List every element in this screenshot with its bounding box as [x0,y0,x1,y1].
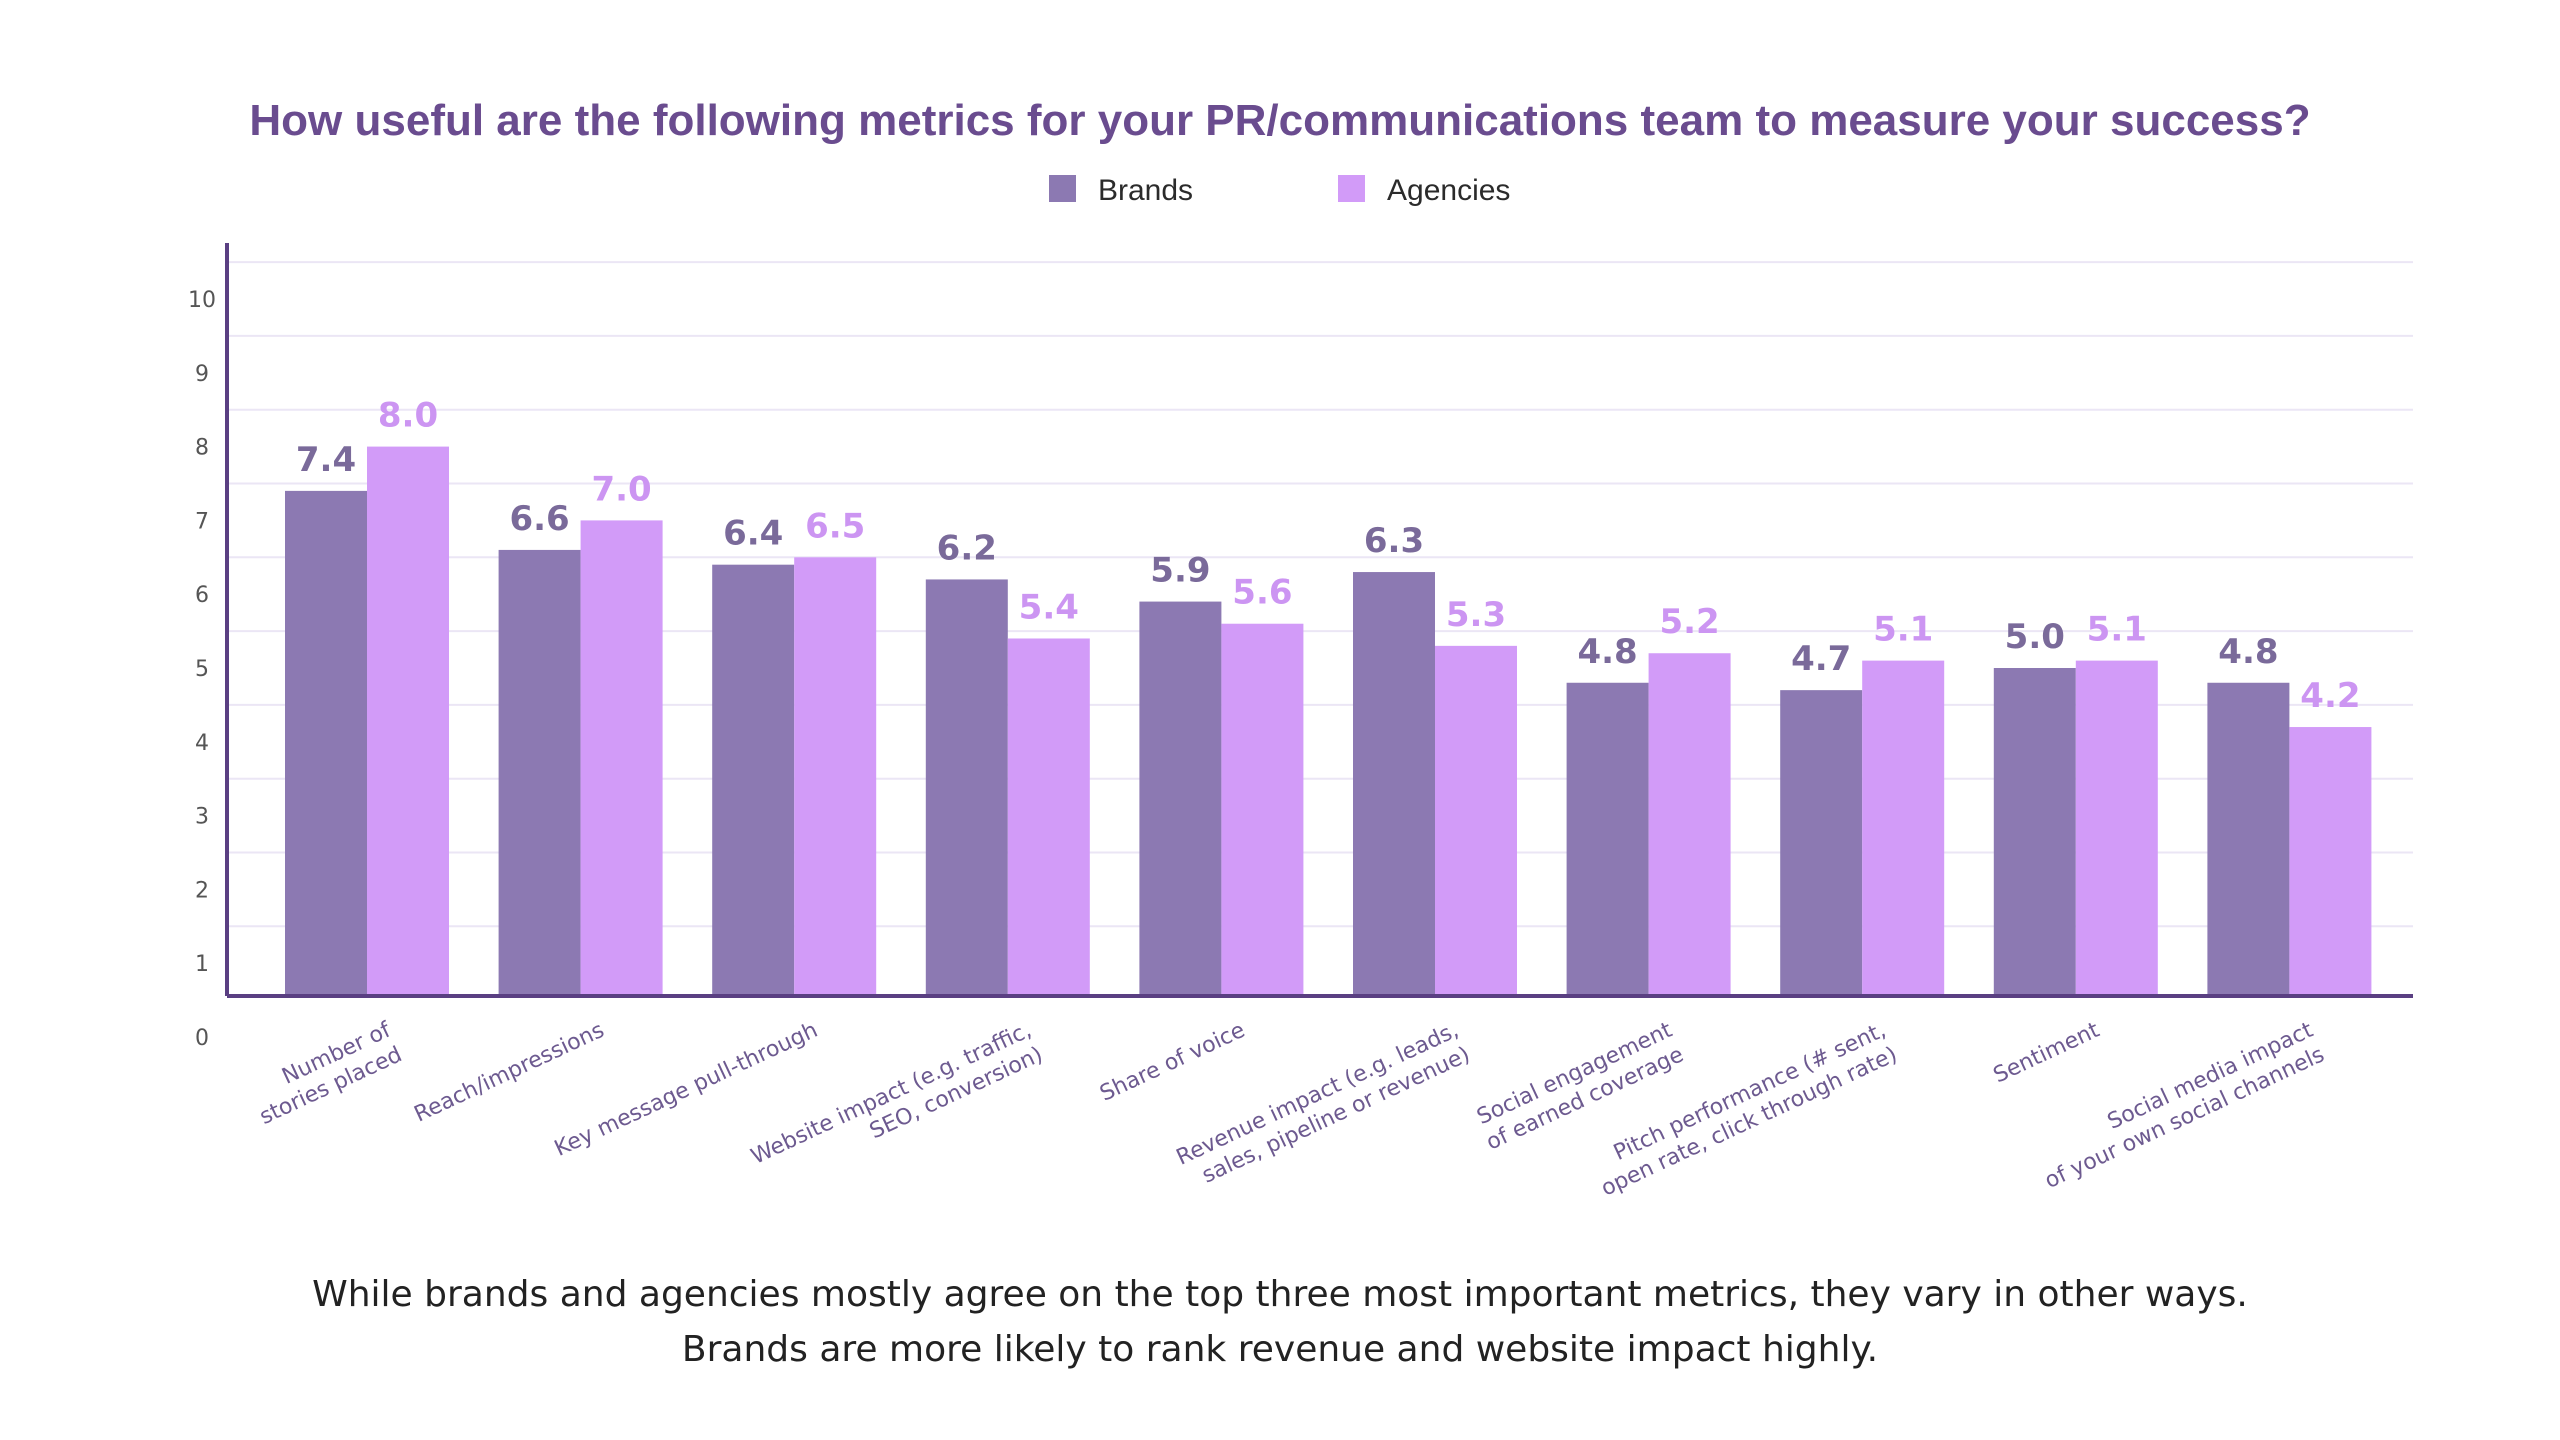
y-tick-label: 1 [195,952,209,977]
value-label-agencies: 5.1 [1873,610,1933,650]
bar-agencies [580,520,663,996]
bar-brands [1780,690,1863,996]
y-tick-label: 9 [195,362,209,387]
y-tick-label: 8 [195,436,209,461]
bar-agencies [1648,653,1731,996]
value-label-agencies: 4.2 [2300,676,2360,716]
bar-brands [712,564,795,996]
bar-brands [925,579,1008,996]
bar-agencies [1862,660,1945,996]
y-tick-label: 0 [195,1026,209,1051]
bar-agencies [2289,727,2372,996]
bar-brands [1353,572,1435,996]
legend-swatch-agencies [1338,175,1365,202]
y-tick-label: 10 [188,288,216,313]
value-label-brands: 7.4 [296,440,356,480]
bar-brands [1993,668,2076,996]
x-category-label: Sentiment [1990,1018,2104,1089]
y-tick-label: 5 [195,657,209,682]
bar-brands [2207,682,2290,996]
bar-brands [1139,601,1222,996]
legend-swatch-brands [1049,175,1076,202]
bar-agencies [794,557,877,996]
bars [285,446,2372,997]
value-label-brands: 6.3 [1364,521,1424,561]
y-tick-label: 2 [195,878,209,903]
value-label-agencies: 8.0 [378,396,438,436]
legend: Brands Agencies [1049,174,1510,207]
x-category-label: Share of voice [1096,1018,1249,1107]
value-label-agencies: 7.0 [591,469,651,509]
value-label-brands: 4.8 [2218,632,2278,672]
value-label-brands: 6.4 [723,514,783,554]
y-tick-label: 4 [195,731,209,756]
value-label-brands: 6.6 [509,499,569,539]
value-label-agencies: 5.2 [1659,602,1719,642]
bar-agencies [1007,638,1090,996]
y-tick-label: 3 [195,805,209,830]
caption-line-1: While brands and agencies mostly agree o… [312,1274,2248,1315]
x-axis-labels: Number ofstories placed Reach/impressions… [245,1017,2328,1201]
x-category-line: of your own social channels [2041,1042,2328,1194]
bar-agencies [367,446,449,997]
value-label-agencies: 5.6 [1232,573,1292,613]
bar-brands [498,549,581,996]
bar-agencies [1435,645,1517,996]
y-axis-ticks: 0 1 2 3 4 5 6 7 8 9 10 [188,288,216,1051]
legend-label-brands: Brands [1098,174,1193,207]
value-label-brands: 5.9 [1150,551,1210,591]
value-label-agencies: 5.1 [2087,610,2147,650]
value-label-agencies: 6.5 [805,506,865,546]
value-label-brands: 6.2 [937,528,997,568]
bar-brands [1566,682,1649,996]
value-label-brands: 4.8 [1577,632,1637,672]
value-label-agencies: 5.3 [1446,595,1506,635]
x-category-line: Reach/impressions [411,1018,609,1128]
caption-line-2: Brands are more likely to rank revenue a… [682,1329,1878,1370]
bar-agencies [1221,623,1304,996]
y-tick-label: 7 [195,509,209,534]
bar-agencies [2075,660,2158,996]
x-category-line: Share of voice [1096,1018,1249,1107]
chart-title: How useful are the following metrics for… [249,96,2310,145]
value-label-brands: 4.7 [1791,639,1851,679]
bar-brands [285,490,367,996]
value-label-brands: 5.0 [2005,617,2065,657]
x-category-label: Reach/impressions [411,1018,609,1128]
y-tick-label: 6 [195,583,209,608]
value-label-agencies: 5.4 [1019,587,1079,627]
legend-label-agencies: Agencies [1387,174,1510,207]
x-category-line: sales, pipeline or revenue) [1198,1042,1474,1188]
value-labels: 7.4 8.0 6.6 7.0 6.4 6.5 6.2 5.4 5.9 5.6 6.3 5.3 4.8 5… [296,396,2361,716]
x-category-line: Sentiment [1990,1018,2104,1089]
x-category-label: Number ofstories placed [245,1017,408,1130]
